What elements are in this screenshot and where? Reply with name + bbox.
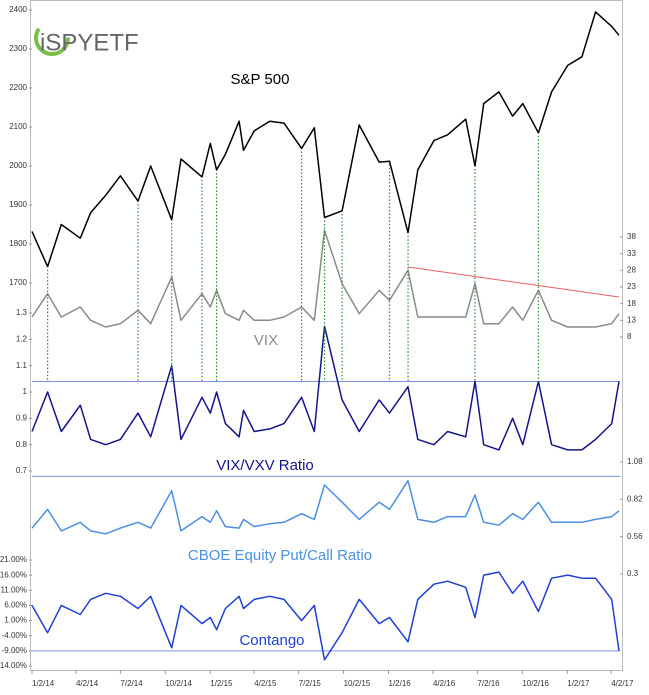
- logo: iSPYETF: [34, 20, 139, 56]
- y-tick-label: 1: [23, 387, 28, 396]
- x-tick-label: 7/2/14: [120, 679, 143, 688]
- y-tick-label: 8: [627, 332, 632, 341]
- y-tick-label: 23: [627, 282, 636, 291]
- y-tick-label: 1.3: [16, 308, 28, 317]
- y-tick-label: 18: [627, 299, 636, 308]
- trend-line: [407, 266, 620, 298]
- y-tick-label: 1.00%: [4, 616, 27, 625]
- y-tick-label: 1700: [9, 278, 27, 287]
- y-tick-label: -4.00%: [2, 631, 27, 640]
- y-tick-label: 0.9: [16, 413, 28, 422]
- y-tick-label: 2400: [9, 5, 27, 14]
- y-tick-label: 16.00%: [0, 570, 27, 579]
- x-tick-label: 10/2/15: [344, 679, 371, 688]
- series-title: VIX: [254, 332, 278, 349]
- series-title: VIX/VXV Ratio: [216, 457, 314, 474]
- y-tick-label: 1.08: [627, 457, 643, 466]
- x-tick-label: 4/2/16: [433, 679, 456, 688]
- y-tick-label: -14.00%: [0, 661, 27, 670]
- series-title: Contango: [239, 632, 304, 649]
- series-title: CBOE Equity Put/Call Ratio: [188, 547, 372, 564]
- plot-frame: [30, 0, 623, 671]
- series-line: [31, 325, 620, 451]
- logo-swirl: [34, 20, 70, 56]
- x-tick-label: 1/2/15: [210, 679, 233, 688]
- series-line: [31, 229, 620, 328]
- y-tick-label: 21.00%: [0, 555, 27, 564]
- x-tick-label: 1/2/16: [389, 679, 412, 688]
- y-tick-label: 0.56: [627, 532, 643, 541]
- y-tick-label: -9.00%: [2, 646, 27, 655]
- x-tick-label: 4/2/17: [611, 679, 634, 688]
- x-tick-label: 4/2/14: [76, 679, 99, 688]
- x-tick-label: 10/2/14: [165, 679, 192, 688]
- y-tick-label: 6.00%: [4, 601, 27, 610]
- y-tick-label: 0.8: [16, 440, 28, 449]
- x-tick-label: 7/2/15: [299, 679, 322, 688]
- x-tick-label: 4/2/15: [254, 679, 277, 688]
- y-tick-label: 0.7: [16, 466, 28, 475]
- x-tick-label: 7/2/16: [477, 679, 500, 688]
- series-line: [31, 11, 620, 268]
- y-tick-label: 2100: [9, 122, 27, 131]
- series-line: [31, 571, 620, 661]
- x-tick-label: 1/2/17: [567, 679, 590, 688]
- series-title: S&P 500: [231, 71, 290, 88]
- y-tick-label: 0.82: [627, 494, 643, 503]
- x-tick-label: 1/2/14: [32, 679, 55, 688]
- y-tick-label: 28: [627, 265, 636, 274]
- series-line: [31, 479, 620, 535]
- y-tick-label: 1800: [9, 239, 27, 248]
- y-tick-label: 11.00%: [0, 585, 27, 594]
- y-tick-label: 38: [627, 232, 636, 241]
- y-tick-label: 2300: [9, 44, 27, 53]
- y-tick-label: 1.2: [16, 334, 28, 343]
- y-tick-label: 2200: [9, 83, 27, 92]
- y-tick-label: 13: [627, 315, 636, 324]
- y-tick-label: 33: [627, 249, 636, 258]
- y-tick-label: 1900: [9, 200, 27, 209]
- y-tick-label: 1.1: [16, 361, 28, 370]
- y-tick-label: 2000: [9, 161, 27, 170]
- x-tick-label: 10/2/16: [522, 679, 549, 688]
- logo-text: iSPYETF: [40, 29, 139, 56]
- y-tick-label: 0.3: [627, 569, 639, 578]
